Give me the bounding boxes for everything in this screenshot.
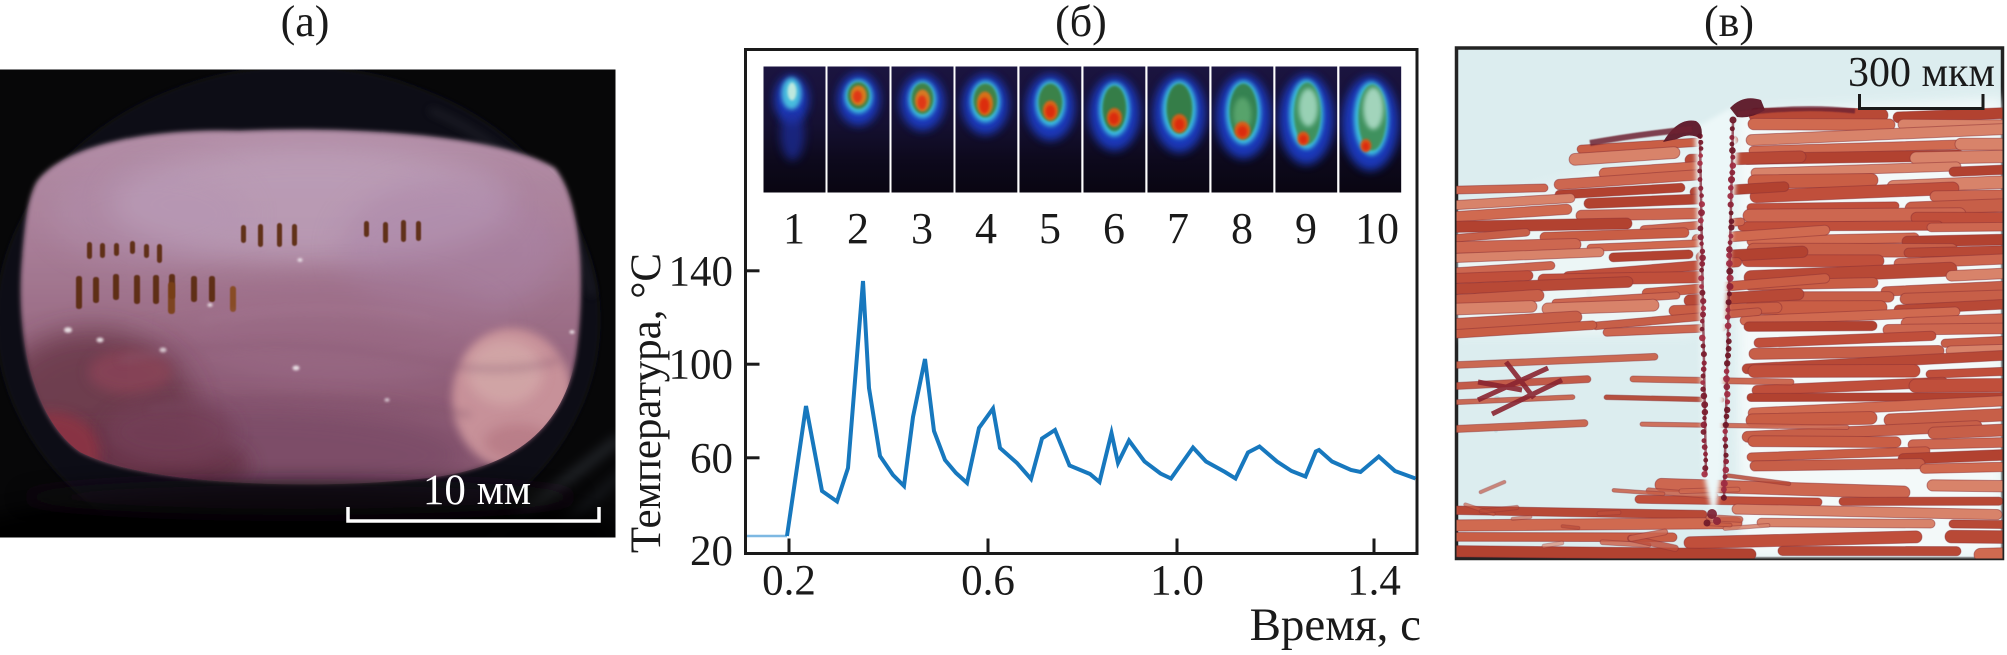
svg-text:(в): (в) bbox=[1704, 0, 1754, 46]
svg-text:6: 6 bbox=[1103, 204, 1125, 253]
svg-text:Время, с: Время, с bbox=[1250, 599, 1421, 650]
svg-text:8: 8 bbox=[1231, 204, 1253, 253]
svg-text:100: 100 bbox=[669, 342, 734, 389]
svg-text:5: 5 bbox=[1039, 204, 1061, 253]
svg-text:9: 9 bbox=[1295, 204, 1317, 253]
svg-text:0.6: 0.6 bbox=[961, 558, 1015, 605]
svg-text:1.4: 1.4 bbox=[1347, 558, 1401, 605]
svg-text:1.0: 1.0 bbox=[1150, 558, 1204, 605]
svg-text:140: 140 bbox=[669, 248, 734, 295]
svg-text:0.2: 0.2 bbox=[762, 558, 816, 605]
svg-text:2: 2 bbox=[847, 204, 869, 253]
svg-text:7: 7 bbox=[1167, 204, 1189, 253]
svg-text:(а): (а) bbox=[281, 0, 330, 46]
svg-text:Температура, °С: Температура, °С bbox=[623, 253, 670, 553]
svg-text:(б): (б) bbox=[1055, 0, 1107, 46]
svg-text:1: 1 bbox=[783, 204, 805, 253]
svg-text:10 мм: 10 мм bbox=[423, 467, 531, 514]
svg-text:20: 20 bbox=[690, 528, 733, 575]
svg-text:60: 60 bbox=[690, 435, 733, 482]
svg-text:300 мкм: 300 мкм bbox=[1848, 50, 1995, 96]
svg-text:4: 4 bbox=[975, 204, 997, 253]
svg-text:3: 3 bbox=[911, 204, 933, 253]
svg-text:10: 10 bbox=[1355, 204, 1399, 253]
